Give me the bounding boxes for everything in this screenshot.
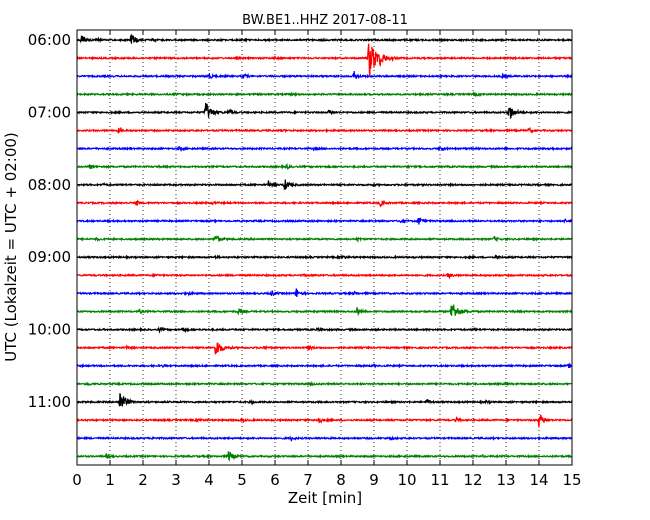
x-tick-label: 10 (397, 471, 416, 489)
trace-11:15 (76, 414, 573, 428)
x-tick-label: 2 (138, 471, 148, 489)
trace-06:30 (76, 71, 573, 80)
trace-07:00 (76, 103, 573, 120)
x-tick-label: 7 (303, 471, 313, 489)
trace-11:45 (76, 451, 573, 462)
trace-09:45 (76, 304, 573, 317)
x-axis-label: Zeit [min] (288, 489, 362, 507)
x-tick-label: 1 (105, 471, 115, 489)
x-tick-label: 6 (270, 471, 280, 489)
trace-10:15 (76, 342, 573, 355)
x-tick-label: 4 (204, 471, 214, 489)
trace-08:45 (76, 235, 573, 244)
x-tick-label: 13 (496, 471, 515, 489)
x-tick-label: 3 (171, 471, 181, 489)
plot-frame (76, 29, 573, 466)
x-tick-label: 14 (529, 471, 548, 489)
y-tick-label: 10:00 (28, 321, 71, 339)
trace-06:45 (76, 91, 573, 98)
trace-07:30 (76, 145, 573, 153)
trace-06:15 (76, 43, 573, 76)
x-tick-label: 0 (72, 471, 82, 489)
trace-08:15 (76, 199, 573, 208)
y-tick-label: 11:00 (28, 393, 71, 411)
trace-07:15 (76, 126, 573, 134)
trace-11:00 (76, 393, 573, 407)
trace-11:30 (76, 435, 573, 442)
trace-10:30 (76, 362, 573, 369)
x-tick-label: 8 (336, 471, 346, 489)
axis-ticks (76, 30, 573, 465)
x-tick-label: 11 (430, 471, 449, 489)
x-tick-label: 5 (237, 471, 247, 489)
trace-09:15 (76, 272, 573, 280)
trace-08:00 (76, 179, 573, 191)
trace-09:00 (76, 254, 573, 260)
trace-group (76, 33, 573, 462)
y-axis-label: UTC (Lokalzeit = UTC + 02:00) (2, 132, 20, 362)
y-tick-label: 06:00 (28, 31, 71, 49)
trace-08:30 (76, 217, 573, 225)
trace-06:00 (76, 33, 573, 44)
x-tick-label: 9 (369, 471, 379, 489)
trace-09:30 (76, 288, 573, 298)
x-tick-label: 12 (463, 471, 482, 489)
trace-10:00 (76, 326, 573, 335)
y-tick-label: 07:00 (28, 103, 71, 121)
chart-title: BW.BE1..HHZ 2017-08-11 (242, 13, 408, 28)
y-tick-label: 09:00 (28, 248, 71, 266)
y-tick-label: 08:00 (28, 176, 71, 194)
grid (109, 30, 540, 465)
trace-07:45 (76, 162, 573, 171)
trace-10:45 (76, 380, 573, 387)
x-tick-label: 15 (562, 471, 581, 489)
